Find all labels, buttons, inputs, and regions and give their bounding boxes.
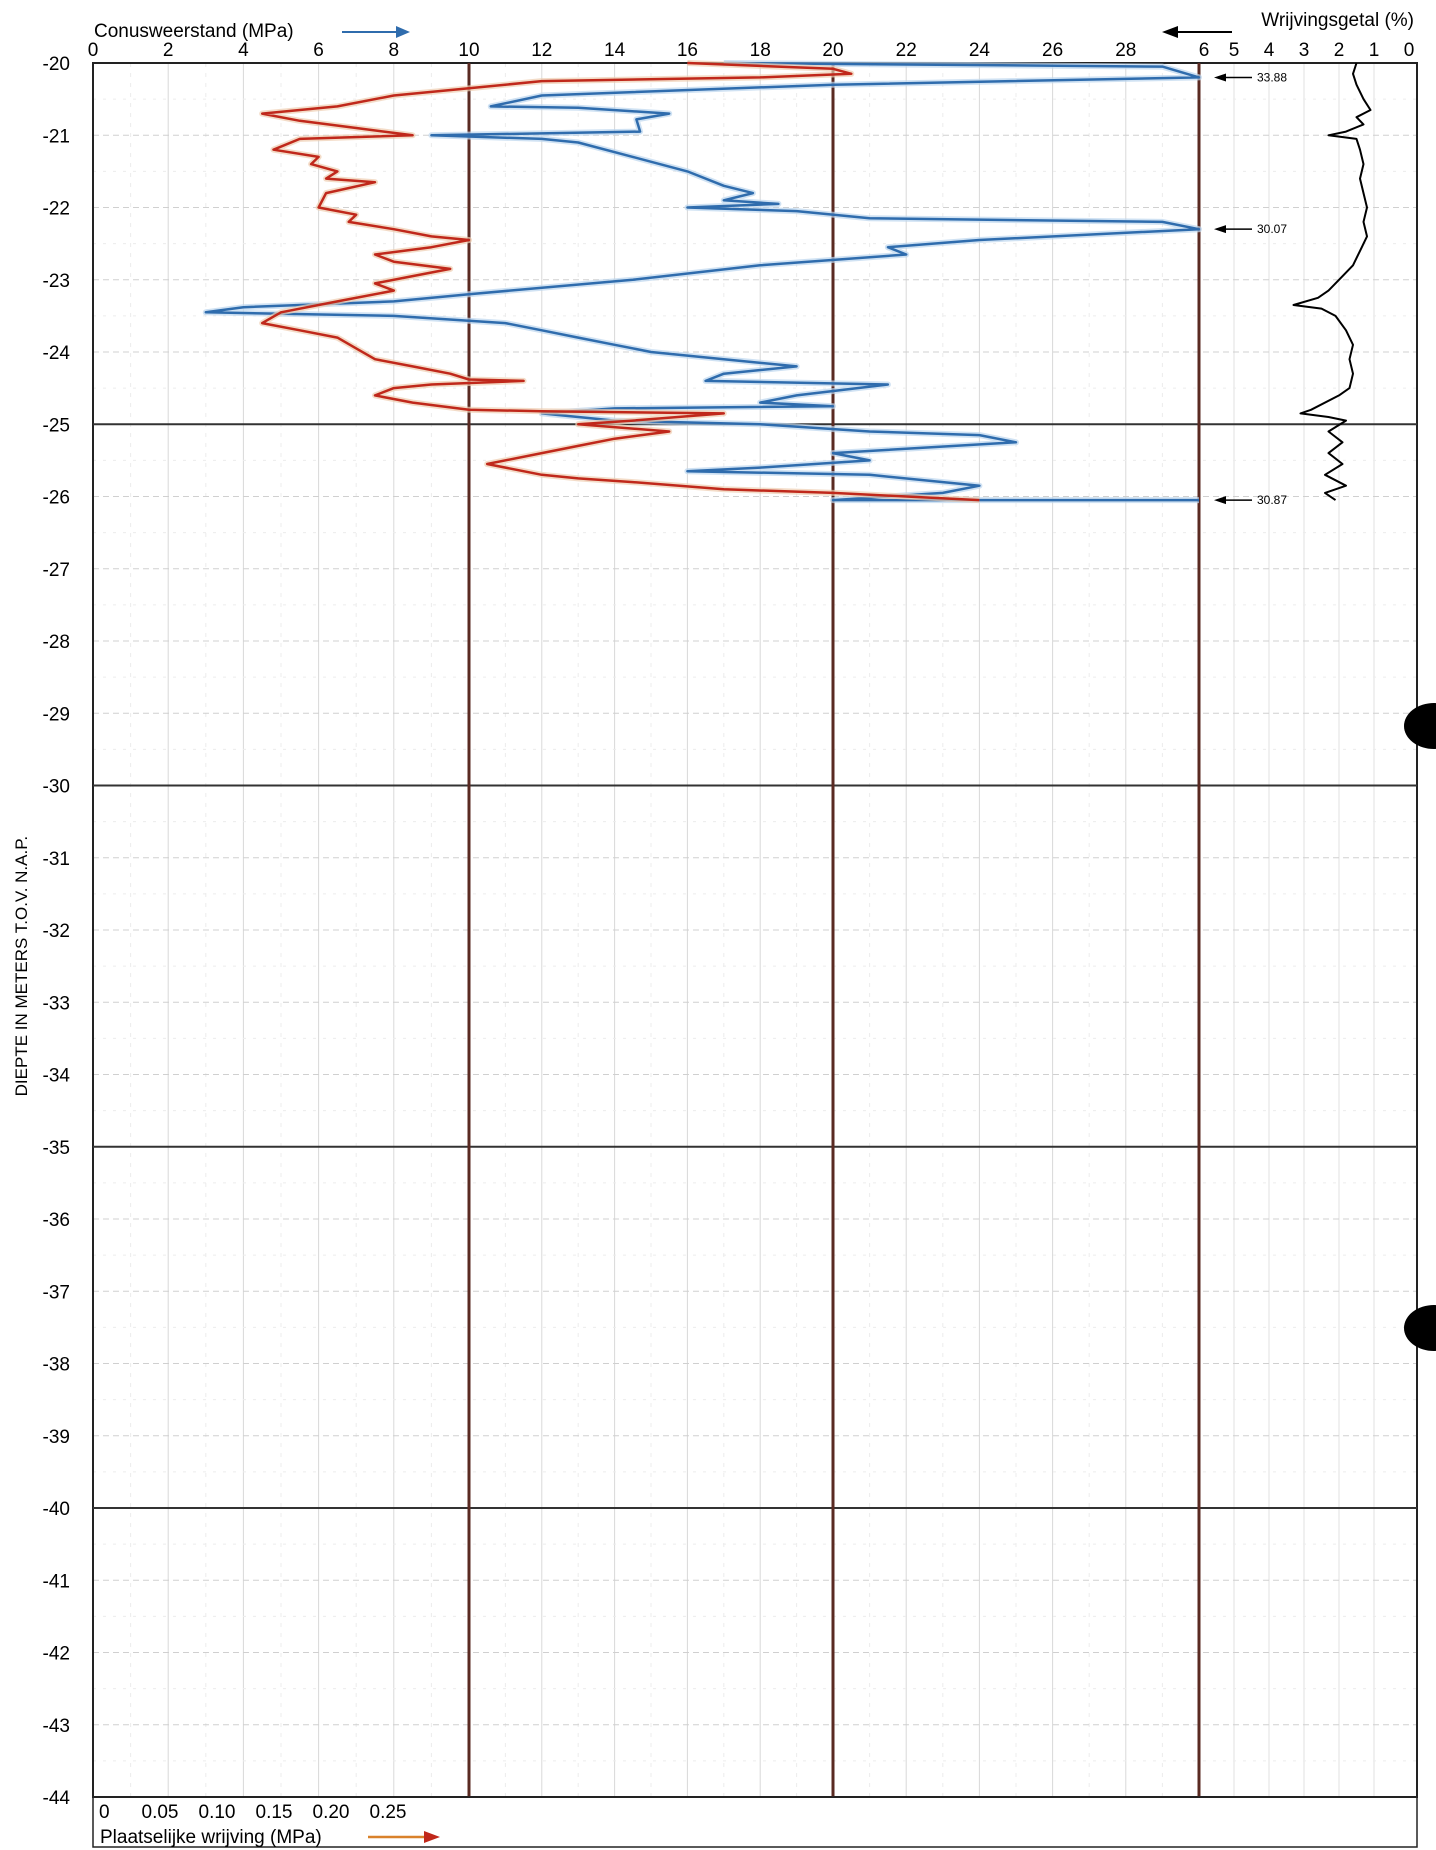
footer-box	[92, 1796, 1418, 1848]
x-tick-label: 14	[604, 40, 626, 61]
y-tick-label: -38	[43, 1355, 70, 1376]
x-tick-label: 10	[458, 40, 479, 61]
x2-tick-label: 5	[1229, 40, 1240, 61]
x-tick-label: 2	[163, 40, 174, 61]
y-tick-label: -29	[43, 704, 70, 725]
annotation-label: 30.07	[1257, 222, 1287, 236]
y-axis-title: DIEPTE IN METERS T.O.V. N.A.P.	[12, 836, 31, 1096]
arrow-head	[396, 26, 410, 38]
x2-tick-label: 4	[1264, 40, 1275, 61]
y-tick-label: -31	[43, 849, 70, 870]
x-tick-label: 16	[677, 40, 698, 61]
x2-tick-label: 0	[1404, 40, 1415, 61]
y-tick-label: -42	[43, 1644, 70, 1665]
x-tick-label: 8	[389, 40, 400, 61]
y-tick-label: -40	[43, 1499, 70, 1520]
x3-tick-label: 0.05	[142, 1802, 179, 1823]
annotation-label: 30.87	[1257, 493, 1287, 507]
x-tick-label: 6	[313, 40, 324, 61]
x2-axis-title: Wrijvingsgetal (%)	[1261, 10, 1414, 31]
x3-tick-label: 0.10	[199, 1802, 236, 1823]
series-line	[260, 61, 980, 502]
y-tick-label: -20	[43, 54, 70, 75]
series-line	[1292, 62, 1372, 501]
x2-tick-label: 6	[1199, 40, 1210, 61]
y-tick-label: -33	[43, 993, 70, 1014]
axis-labels: 0 2 4 6 8 10 12 14 16 18 20 22 24 26 28 6 5 4 3 2 1 0Conuswee…	[12, 10, 1414, 1848]
y-tick-label: -28	[43, 632, 70, 653]
y-tick-label: -41	[43, 1571, 70, 1592]
x-axis-title: Conusweerstand (MPa)	[94, 21, 294, 42]
arrow-head	[1162, 26, 1178, 38]
data-series	[202, 60, 1372, 504]
y-tick-label: -35	[43, 1138, 70, 1159]
annotation-arrow-head	[1214, 496, 1226, 505]
y-tick-label: -37	[43, 1282, 70, 1303]
annotation-label: 33.88	[1257, 70, 1287, 84]
y-tick-label: -44	[43, 1788, 71, 1809]
x3-tick-label: 0.20	[313, 1802, 350, 1823]
x2-tick-label: 2	[1334, 40, 1345, 61]
annotation-arrow-head	[1214, 73, 1226, 82]
x-tick-label: 26	[1042, 40, 1063, 61]
x2-tick-label: 1	[1369, 40, 1380, 61]
y-tick-label: -24	[43, 343, 71, 364]
x-tick-label: 18	[750, 40, 771, 61]
y-tick-label: -27	[43, 560, 70, 581]
x-tick-label: 12	[531, 40, 552, 61]
y-tick-label: -36	[43, 1210, 70, 1231]
y-tick-label: -30	[43, 777, 70, 798]
x3-tick-label: 0	[99, 1802, 110, 1823]
y-tick-label: -43	[43, 1716, 70, 1737]
annotation-arrow-head	[1214, 225, 1226, 234]
grid	[93, 63, 1417, 1797]
x-tick-label: 0	[88, 40, 99, 61]
x-tick-label: 28	[1115, 40, 1136, 61]
y-tick-label: -22	[43, 199, 70, 220]
x3-tick-label: 0.25	[370, 1802, 407, 1823]
x2-tick-label: 3	[1299, 40, 1310, 61]
x-tick-label: 20	[822, 40, 843, 61]
y-tick-label: -25	[43, 415, 70, 436]
y-tick-label: -23	[43, 271, 70, 292]
y-tick-label: -39	[43, 1427, 70, 1448]
x3-tick-label: 0.15	[256, 1802, 293, 1823]
y-tick-label: -34	[43, 1066, 71, 1087]
y-tick-label: -21	[43, 126, 70, 147]
series-line	[204, 61, 1201, 502]
y-tick-label: -26	[43, 488, 70, 509]
y-tick-label: -32	[43, 921, 70, 942]
x3-axis-title: Plaatselijke wrijving (MPa)	[100, 1827, 322, 1848]
arrow-head	[424, 1831, 440, 1843]
x-tick-label: 24	[969, 40, 991, 61]
x-tick-label: 4	[238, 40, 249, 61]
x-tick-label: 22	[896, 40, 917, 61]
